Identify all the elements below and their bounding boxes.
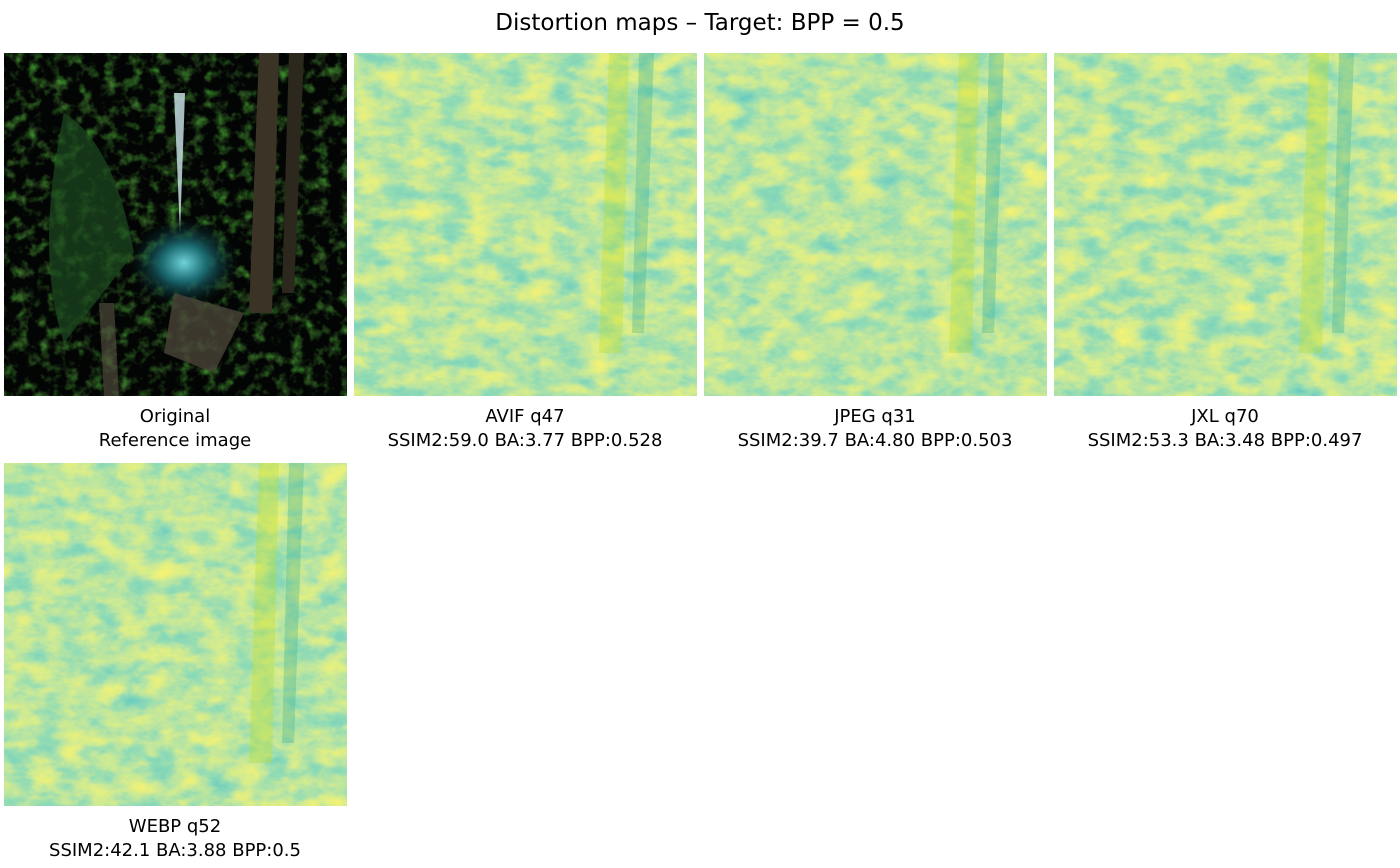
panel-title: JXL q70 <box>1191 406 1259 427</box>
panel-title: JPEG q31 <box>834 406 916 427</box>
jxl-caption: JXL q70 SSIM2:53.3 BA:3.48 BPP:0.497 <box>1015 405 1400 453</box>
webp-distortion-map <box>4 463 347 806</box>
webp-caption: WEBP q52 SSIM2:42.1 BA:3.88 BPP:0.5 <box>0 815 385 863</box>
panel-title: WEBP q52 <box>128 816 222 837</box>
panel-subtitle: SSIM2:42.1 BA:3.88 BPP:0.5 <box>49 840 301 861</box>
original-image-panel <box>4 53 347 396</box>
jpeg-distortion-map <box>704 53 1047 396</box>
figure-title: Distortion maps – Target: BPP = 0.5 <box>495 10 905 36</box>
panel-subtitle: SSIM2:39.7 BA:4.80 BPP:0.503 <box>737 430 1013 451</box>
avif-distortion-map <box>354 53 697 396</box>
panel-subtitle: SSIM2:59.0 BA:3.77 BPP:0.528 <box>387 430 663 451</box>
panel-title: AVIF q47 <box>485 406 565 427</box>
jpeg-caption: JPEG q31 SSIM2:39.7 BA:4.80 BPP:0.503 <box>665 405 1085 453</box>
panel-title: Original <box>139 406 211 427</box>
panel-subtitle: SSIM2:53.3 BA:3.48 BPP:0.497 <box>1087 430 1363 451</box>
jxl-distortion-map <box>1054 53 1397 396</box>
avif-caption: AVIF q47 SSIM2:59.0 BA:3.77 BPP:0.528 <box>315 405 735 453</box>
panel-subtitle: Reference image <box>98 430 252 451</box>
original-caption: Original Reference image <box>0 405 385 453</box>
original-image <box>4 53 347 396</box>
